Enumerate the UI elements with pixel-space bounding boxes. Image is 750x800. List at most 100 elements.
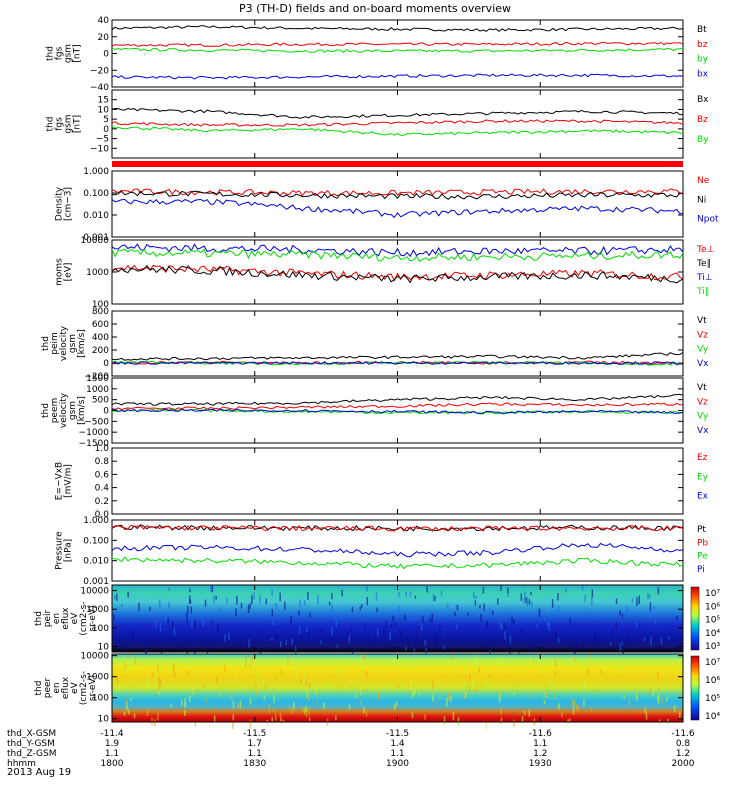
p9-texel [236,596,238,605]
p9-texel [528,599,531,605]
p10-texel [476,687,478,693]
p10-texel [234,679,236,686]
p9-texel [557,637,560,643]
p9-texel [285,639,287,646]
p9-texel [172,620,174,629]
p9-colorbar-tick: 10⁶ [705,602,720,612]
p6-legend-Vx: Vx [697,426,709,436]
p10-texel [116,677,119,686]
p10-texel [404,662,406,671]
p9-texel [155,620,157,628]
p9-texel [350,626,353,632]
p10-texel [251,655,254,663]
p6-legend-Vt: Vt [697,383,707,393]
p6-ylabel-line: gsm [68,401,78,420]
p10-texel [554,655,557,665]
p10-texel [134,656,137,666]
p8-ytick-label: 0.001 [83,577,109,587]
p9-texel [626,629,629,636]
p9-texel [290,615,292,624]
p9-texel [581,585,584,592]
p9-texel [454,611,456,617]
p10-texel [357,678,359,684]
p10-texel [268,703,271,713]
p10-texel [335,668,337,674]
p9-texel [308,632,310,639]
p9-texel [121,643,124,652]
p9-texel [657,587,660,595]
p9-texel [429,618,431,623]
p9-texel [259,595,261,604]
p1-legend-bx: bx [697,69,709,79]
p10-texel [485,721,488,730]
ephemeris-value: -11.4 [100,729,124,739]
p9-texel [239,642,242,649]
p5-series-Vt [111,351,684,361]
p9-texel [292,643,295,650]
p7-ytick-label: 0.8 [95,457,110,467]
p10-texel [679,692,681,696]
p10-texel [523,710,526,715]
p10-colorbar [690,655,700,721]
p9-ylabel-line: (cm2-s- [79,601,89,635]
ephemeris-value: 0.8 [676,739,691,749]
p9-texel [425,647,427,655]
p10-texel [181,700,183,706]
p9-texel [394,623,397,628]
p10-texel [568,718,571,722]
p10-texel [486,679,489,685]
p9-texel [251,595,253,605]
p10-texel [449,696,452,703]
p5-legend-Vz: Vz [697,330,708,340]
p9-texel [384,644,387,649]
p1-ylabel-line: gsm [64,44,74,63]
p10-texel [446,697,448,707]
p10-texel [194,721,197,727]
ephemeris-value: 1.1 [390,749,404,759]
p10-texel [123,663,125,673]
p10-texel [213,715,216,722]
p10-texel [315,687,318,695]
p9-texel [249,603,251,609]
p4-ytick-label: 1000 [86,268,109,278]
p6-legend-Vz: Vz [697,397,708,407]
p7-legend-Ex: Ex [697,492,709,502]
p10-texel [521,715,524,724]
p9-texel [441,649,444,653]
p9-texel [298,630,301,635]
p7-legend-Ey: Ey [697,472,709,482]
p9-texel [248,639,250,648]
p10-texel [360,654,363,662]
p2-legend-Bx: Bx [697,95,709,105]
p9-texel [174,629,176,636]
p9-texel [489,650,491,656]
p9-texel [191,621,193,629]
p9-texel [341,589,343,597]
p7-ylabel-line: [mV/m] [64,464,74,498]
p7-ytick-label: 0.6 [95,470,110,480]
p10-texel [348,704,351,710]
p9-texel [240,602,243,609]
p9-texel [351,606,354,613]
p10-texel [528,709,531,717]
p9-texel [215,595,217,600]
p6-ytick-label: 500 [92,396,109,406]
p10-texel [619,667,622,675]
p10-texel [393,703,396,710]
p4-series-Te∥ [111,264,684,284]
p10-texel [359,689,362,696]
p9-texel [569,641,572,647]
p9-texel [364,623,367,629]
p9-texel [271,637,273,642]
p9-texel [638,595,640,605]
p9-texel [440,590,443,596]
p9-texel [186,611,188,621]
p10-texel [510,669,513,675]
p9-texel [114,594,116,600]
p9-texel [492,610,494,615]
p9-texel [619,610,621,616]
p10-texel [498,693,501,703]
p10-texel [661,698,663,705]
p10-texel [513,719,515,728]
